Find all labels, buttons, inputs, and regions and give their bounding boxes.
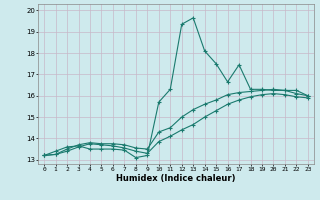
X-axis label: Humidex (Indice chaleur): Humidex (Indice chaleur): [116, 174, 236, 183]
